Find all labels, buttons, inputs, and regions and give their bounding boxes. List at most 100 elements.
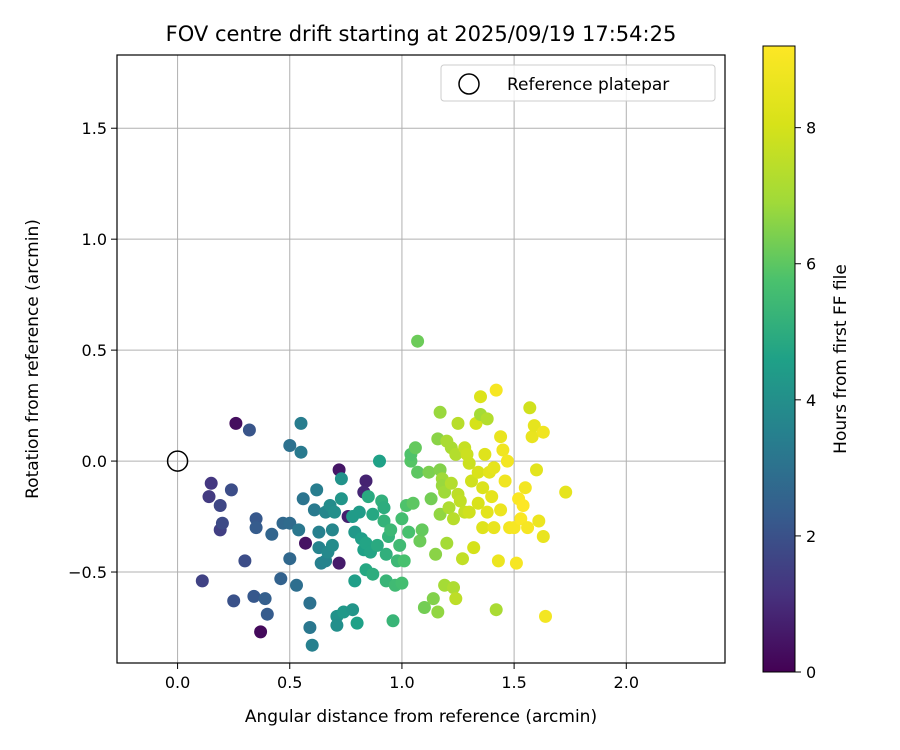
- data-point: [312, 525, 326, 539]
- colorbar-gradient: [762, 45, 796, 673]
- data-point: [449, 447, 463, 461]
- data-point: [462, 505, 476, 519]
- y-axis-ticks: −0.5 0.0 0.5 1.0 1.5: [68, 119, 117, 582]
- data-point: [507, 521, 521, 535]
- data-point: [303, 621, 317, 634]
- data-point: [447, 581, 460, 595]
- data-point: [299, 536, 312, 550]
- y-tick-label: 1.5: [82, 119, 107, 138]
- data-point: [395, 576, 409, 590]
- data-point: [334, 492, 348, 506]
- data-point: [379, 547, 393, 561]
- data-point: [471, 496, 485, 510]
- data-point: [370, 538, 384, 552]
- data-point: [465, 474, 478, 488]
- data-point: [274, 572, 288, 586]
- y-tick-label: 0.5: [82, 341, 107, 360]
- data-point: [350, 616, 364, 630]
- data-point: [229, 416, 243, 430]
- data-point: [471, 465, 485, 479]
- data-point: [429, 547, 443, 561]
- data-point: [536, 530, 550, 543]
- legend-box: [440, 64, 716, 102]
- chart-title: FOV centre drift starting at 2025/09/19 …: [166, 22, 677, 46]
- data-point: [290, 578, 303, 592]
- data-point: [195, 574, 209, 588]
- data-point: [408, 441, 422, 455]
- data-point: [359, 474, 373, 488]
- data-point: [467, 541, 481, 555]
- data-point: [310, 483, 324, 497]
- data-point: [305, 638, 319, 652]
- y-tick-label: 0.0: [82, 452, 107, 471]
- data-point: [433, 405, 447, 419]
- colorbar-tick-label: 6: [806, 255, 816, 274]
- data-point: [494, 430, 508, 444]
- data-point: [514, 512, 528, 526]
- data-point: [498, 474, 512, 488]
- y-axis-label: Rotation from reference (arcmin): [23, 219, 43, 499]
- data-point: [249, 521, 263, 535]
- data-point: [478, 447, 492, 461]
- data-point: [476, 481, 490, 495]
- data-point: [283, 439, 297, 452]
- y-tick-label: 1.0: [82, 230, 107, 249]
- data-point: [402, 525, 416, 539]
- data-point: [417, 601, 431, 614]
- data-point: [447, 512, 460, 526]
- data-point: [487, 461, 501, 475]
- data-point: [258, 592, 272, 606]
- data-point: [530, 463, 543, 477]
- data-point: [476, 521, 490, 535]
- data-point: [325, 538, 339, 552]
- data-point: [224, 483, 238, 497]
- data-point: [494, 503, 508, 517]
- data-point: [332, 556, 346, 570]
- data-point: [516, 499, 530, 512]
- data-point: [294, 445, 308, 459]
- data-point: [397, 554, 411, 568]
- data-point: [254, 625, 268, 639]
- data-point: [406, 496, 420, 510]
- data-point: [366, 567, 380, 581]
- data-point: [487, 521, 501, 535]
- data-point: [395, 512, 409, 526]
- data-point: [393, 538, 407, 552]
- colorbar: 0 2 4 6 8 Hours from first FF file: [762, 45, 851, 682]
- plot-frame: [116, 54, 726, 664]
- data-point: [348, 574, 362, 588]
- data-point: [474, 390, 487, 404]
- data-point: [238, 554, 252, 568]
- data-point: [489, 603, 503, 617]
- reference-platepar-marker: [166, 450, 189, 472]
- data-point: [294, 416, 308, 430]
- data-point: [485, 490, 499, 504]
- data-point: [442, 501, 456, 515]
- data-point: [334, 472, 348, 486]
- data-point: [292, 523, 306, 537]
- data-point: [451, 416, 465, 430]
- data-point: [213, 499, 227, 512]
- data-point: [283, 516, 297, 530]
- data-point: [559, 485, 573, 499]
- data-point: [373, 454, 386, 468]
- data-point: [453, 494, 467, 508]
- data-point: [384, 523, 398, 537]
- data-point: [328, 505, 342, 519]
- colorbar-tick-label: 8: [806, 119, 816, 138]
- data-point: [242, 423, 256, 437]
- data-point: [260, 607, 274, 621]
- colorbar-label: Hours from first FF file: [831, 264, 851, 454]
- data-point: [283, 552, 297, 566]
- data-point: [411, 465, 425, 479]
- data-point: [377, 501, 391, 515]
- data-point: [303, 596, 317, 610]
- data-point: [386, 614, 400, 628]
- data-point: [518, 481, 532, 495]
- data-point: [527, 419, 541, 433]
- data-point: [480, 412, 494, 426]
- data-point: [523, 401, 537, 415]
- data-point: [204, 476, 218, 490]
- data-point: [433, 507, 447, 521]
